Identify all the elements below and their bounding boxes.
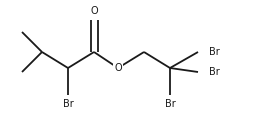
Text: O: O [114, 63, 122, 73]
Text: Br: Br [63, 99, 73, 109]
Text: O: O [90, 6, 98, 16]
Text: Br: Br [209, 67, 220, 77]
Text: Br: Br [209, 47, 220, 57]
Text: Br: Br [165, 99, 175, 109]
